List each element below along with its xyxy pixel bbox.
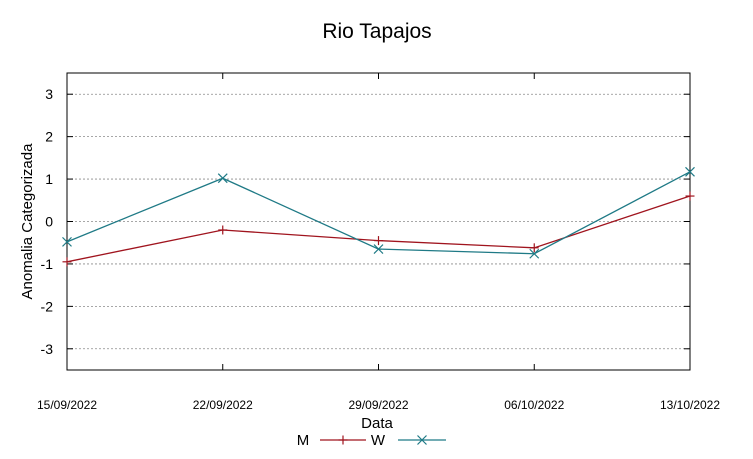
legend-label-W: W — [371, 432, 386, 449]
data-point-M — [62, 257, 72, 267]
series-line-M — [66, 195, 691, 263]
data-point-W — [217, 173, 228, 184]
y-tick-label: 2 — [45, 129, 53, 145]
x-tick-label: 22/09/2022 — [193, 398, 253, 412]
x-axis-label: Data — [361, 415, 393, 432]
y-tick-label: 3 — [45, 86, 53, 102]
data-point-W — [373, 244, 384, 255]
data-point-W — [685, 166, 695, 177]
data-point-M — [685, 191, 695, 201]
data-point-M — [529, 243, 539, 253]
x-tick-label: 15/09/2022 — [37, 398, 97, 412]
legend-label-M: M — [297, 432, 310, 449]
legend-marker-M — [338, 435, 348, 445]
y-tick-label: -3 — [41, 341, 54, 357]
x-tick-label: 06/10/2022 — [504, 398, 564, 412]
data-point-M — [218, 225, 228, 235]
y-tick-label: -2 — [41, 298, 54, 314]
y-axis: -3 -2 -1 0 1 2 3 — [41, 86, 690, 357]
y-axis-label: Anomalia Categorizada — [19, 143, 36, 300]
y-tick-label: 1 — [45, 171, 53, 187]
x-tick-label: 13/10/2022 — [660, 398, 720, 412]
data-point-W — [529, 248, 540, 259]
chart-title: Rio Tapajos — [322, 20, 431, 43]
y-tick-label: -1 — [41, 256, 54, 272]
series-layer — [62, 166, 695, 267]
x-axis: 15/09/2022 22/09/2022 29/09/2022 06/10/2022… — [37, 73, 720, 412]
legend-marker-W — [417, 435, 427, 445]
data-point-M — [374, 236, 383, 246]
y-tick-label: 0 — [45, 214, 53, 230]
x-tick-label: 29/09/2022 — [348, 398, 408, 412]
data-point-W — [62, 236, 72, 247]
